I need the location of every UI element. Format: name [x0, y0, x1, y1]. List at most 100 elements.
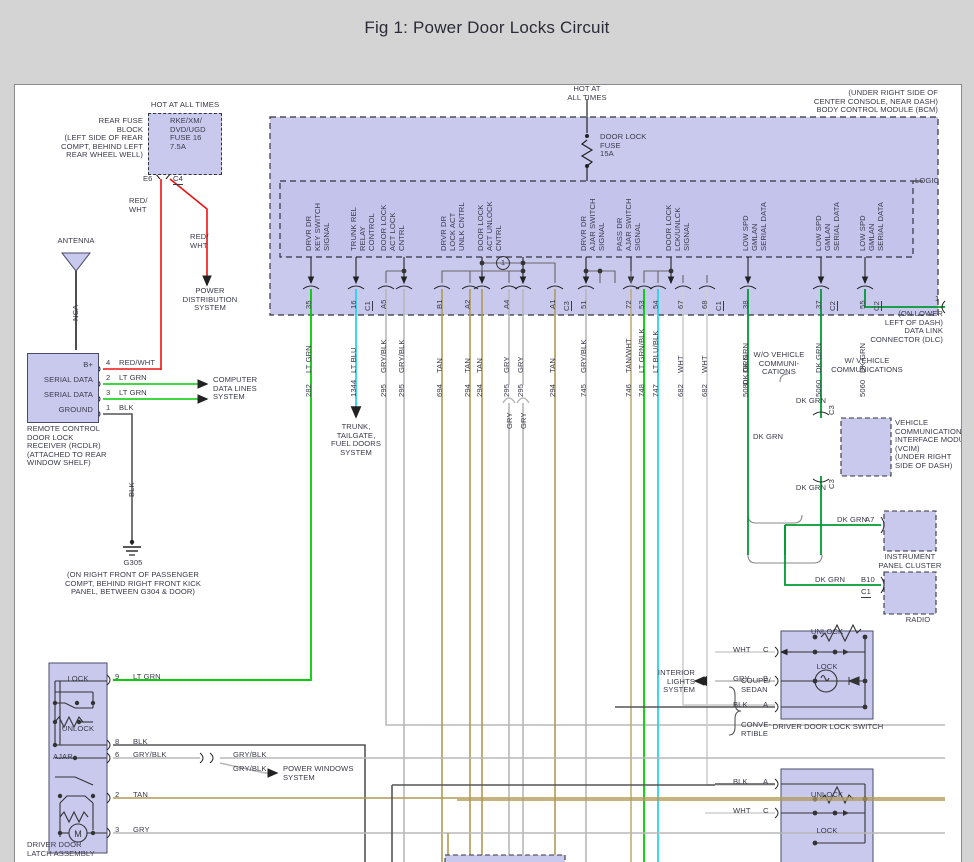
rear-fuse-block — [148, 113, 222, 175]
bcm-pin-number-12: 53 — [637, 300, 646, 309]
rcdlr-pin-color-3: BLK — [119, 403, 134, 412]
driver-switch-unlock-label: UNLOCK — [810, 627, 844, 636]
dkgrn-branch-label: DK GRN — [753, 432, 784, 441]
vcim-pin-top: C3 — [827, 405, 836, 415]
bcm-connector-15: C1 — [714, 301, 724, 311]
coupe-sedan-label: COUPE/SEDAN — [741, 676, 771, 694]
bcm-pin-number-17: 37 — [814, 300, 823, 309]
without-vehicle-comms-label: W/O VEHICLE COMMUNI- CATIONS — [753, 350, 805, 377]
driver-switch-lock-label: LOCK — [816, 662, 838, 671]
rcdlr-pin-label-0: B+ — [83, 360, 93, 369]
driver-switch-pin-0: C — [763, 645, 769, 654]
rcdlr-pin-num-3: 1 — [106, 403, 111, 412]
bcm-wire-color-7: GRY — [502, 356, 511, 373]
fuse-pin-c4: C4 — [173, 174, 183, 185]
antenna-wire-label: NCA — [71, 304, 80, 321]
rcdlr-pin-label-3: GROUND — [58, 405, 93, 414]
bcm-circuit-number-17: 5060 — [814, 379, 823, 397]
bcm-function-4: DOOR LOCK ACT UNLOCK CNTRL — [476, 201, 503, 251]
latch-pin-color-2: GRY/BLK — [133, 750, 167, 759]
pass-switch-unlock-label: UNLOCK — [810, 790, 844, 799]
computer-data-lines-dest: COMPUTER DATA LINES SYSTEM — [213, 375, 258, 402]
bcm-wire-color-8: GRY — [516, 356, 525, 373]
bcm-circuit-number-7: 295 — [502, 384, 511, 397]
radio-conn: C1 — [861, 587, 871, 598]
bcm-function-9: LOW SPD GMLAN SERIAL DATA — [814, 201, 841, 251]
bcm-connector-9: C3 — [562, 301, 572, 311]
bcm-circuit-number-5: 294 — [463, 384, 472, 397]
latch-unlock-label: UNLOCK — [61, 724, 95, 733]
fuse-hot-label: HOT AT ALL TIMES — [150, 100, 220, 109]
bcm-logic-label: LOGIC — [915, 176, 940, 185]
svg-text:M: M — [74, 829, 82, 839]
diagram-lineart: M — [48, 99, 946, 862]
pass-switch-pin-color-0: BLK — [733, 777, 748, 786]
bcm-pin-number-4: B1 — [435, 299, 444, 310]
bcm-circuit-number-18: 5060 — [858, 379, 867, 397]
bcm-pin-number-2: A5 — [379, 299, 388, 310]
driver-switch-pin-color-0: WHT — [733, 645, 751, 654]
bcm-pin-number-13: 54 — [651, 300, 660, 309]
latch-pin-color-4: GRY — [133, 825, 150, 834]
rcdlr-pin-label-2: SERIAL DATA — [43, 390, 93, 399]
driver-switch-name: DRIVER DOOR LOCK SWITCH — [772, 722, 884, 731]
bcm-pin-number-9: A1 — [548, 299, 557, 310]
bcm-pin-number-1: 16 — [349, 300, 358, 309]
bcm-wire-color-14: WHT — [676, 355, 685, 373]
rcdlr-module — [27, 353, 99, 423]
bcm-function-6: PASS DR AJAR SWITCH SIGNAL — [615, 198, 642, 251]
latch-pin-num-4: 3 — [115, 825, 120, 834]
bcm-pin-number-11: 72 — [624, 300, 633, 309]
rcdlr-pin-color-2: LT GRN — [119, 388, 147, 397]
bcm-header: (UNDER RIGHT SIDE OF CENTER CONSOLE, NEAR… — [813, 88, 938, 115]
bcm-circuit-number-0: 282 — [304, 384, 313, 397]
fuse-pin-e6: E6 — [143, 174, 153, 183]
antenna-label: ANTENNA — [57, 236, 95, 245]
bcm-function-5: DRVR DR AJAR SWITCH SIGNAL — [579, 198, 606, 251]
ground-note: (ON RIGHT FRONT OF PASSENGER COMPT, BEHIN… — [64, 570, 202, 597]
latch-name: DRIVER DOOR LATCH ASSEMBLY — [27, 840, 95, 858]
trunk-system-dest: TRUNK, TAILGATE, FUEL DOORS SYSTEM — [330, 422, 382, 457]
page-title: Fig 1: Power Door Locks Circuit — [364, 17, 610, 37]
bcm-pin-number-16: 38 — [741, 300, 750, 309]
bcm-circuit-number-10: 745 — [579, 384, 588, 397]
dlc-note: (ON LOWER LEFT OF DASH) DATA LINK CONNECTOR… — [870, 309, 943, 344]
splice-marker: 1 — [500, 258, 506, 267]
bcm-circuit-number-11: 746 — [624, 384, 633, 397]
latch-pin-num-1: 8 — [115, 737, 120, 746]
pass-switch-pin-1: C — [763, 806, 769, 815]
latch-pin-num-2: 6 — [115, 750, 120, 759]
bcm-function-3: DRVR DR LOCK ACT UNLK CNTRL — [439, 202, 466, 251]
driver-switch-pin-color-1: GRY — [733, 674, 750, 683]
bcm-wire-color-9: TAN — [548, 358, 557, 373]
driver-switch-pin-color-2: BLK — [733, 700, 748, 709]
bcm-pin-number-5: A2 — [463, 299, 472, 310]
bcm-circuit-number-14: 682 — [676, 384, 685, 397]
bcm-wire-color-6: TAN — [475, 358, 484, 373]
ipc-pin: A7 — [865, 515, 875, 524]
interior-lights-dest: INTERIOR LIGHTS SYSTEM — [657, 668, 695, 695]
rcdlr-pin-num-2: 3 — [106, 388, 111, 397]
pass-switch-lock-label: LOCK — [816, 826, 838, 835]
bcm-wire-color-0: LT GRN — [304, 345, 313, 373]
bcm-circuit-number-2: 295 — [379, 384, 388, 397]
latch-pin-color-1: BLK — [133, 737, 148, 746]
ipc-name: INSTRUMENT PANEL CLUSTER — [878, 552, 942, 570]
bcm-wire-color-3: GRY/BLK — [397, 339, 406, 373]
gry-hop-label-0: GRY — [505, 412, 514, 429]
fuse-block-name: REAR FUSE BLOCK (LEFT SIDE OF REAR COMPT, B… — [61, 116, 143, 160]
bcm-wire-color-13: LT BLU/BLK — [651, 330, 660, 373]
bcm-wire-color-15: WHT — [700, 355, 709, 373]
rcdlr-pin-color-1: LT GRN — [119, 373, 147, 382]
rcdlr-pin-num-1: 2 — [106, 373, 111, 382]
bcm-circuit-number-6: 294 — [475, 384, 484, 397]
fuse-name: RKE/XM/DVD/UGD FUSE 16 7.5A — [170, 116, 206, 151]
gry-hop-label-1: GRY — [519, 412, 528, 429]
bcm-pin-number-10: 51 — [579, 300, 588, 309]
driver-switch-pin-2: A — [763, 700, 769, 709]
rcdlr-name: REMOTE CONTROL DOOR LOCK RECEIVER (RCDLR)(… — [27, 424, 107, 468]
fuse-wire-left: RED/WHT — [129, 196, 148, 214]
convertible-label: CONVE- RTIBLE — [741, 720, 772, 738]
fuse-wire-right: RED/WHT — [190, 232, 209, 250]
